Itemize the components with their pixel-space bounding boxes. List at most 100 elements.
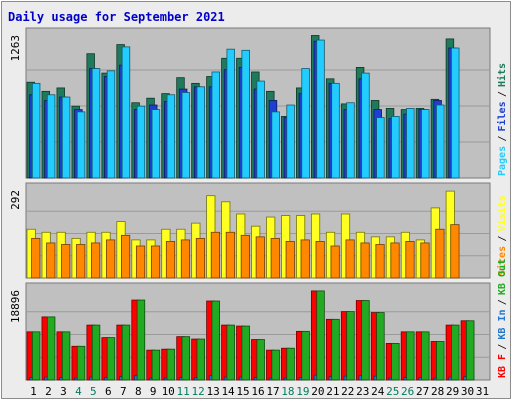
bar-sites-day-5: [91, 242, 101, 279]
bar-sites-day-3: [61, 244, 71, 279]
bar-pages-day-2: [46, 94, 56, 179]
x-tick-label-16: 16: [251, 385, 264, 398]
bar-pages-day-10: [166, 94, 176, 179]
x-tick-label-21: 21: [326, 385, 339, 398]
bar-kb_out-day-8: [136, 299, 146, 381]
bar-kb_out-day-20: [316, 290, 325, 381]
x-tick-label-18: 18: [281, 385, 294, 398]
bar-kb_out-day-4: [76, 345, 86, 381]
bar-sites-day-6: [106, 239, 116, 279]
bar-sites-day-1: [31, 237, 41, 279]
x-tick-label-26: 26: [401, 385, 414, 398]
bar-sites-day-19: [300, 239, 310, 279]
bar-sites-day-27: [420, 242, 430, 279]
bar-pages-day-3: [61, 96, 71, 179]
bar-kb_out-day-17: [271, 349, 280, 381]
bar-sites-day-15: [240, 234, 250, 279]
bar-pages-day-6: [106, 70, 116, 179]
legend-visits: Visits: [496, 195, 508, 231]
bar-sites-day-20: [315, 241, 325, 279]
legend-hits: Hits: [496, 63, 508, 87]
bar-kb_out-day-3: [61, 331, 71, 381]
bar-kb_out-day-2: [46, 316, 56, 381]
bar-pages-day-12: [196, 86, 206, 179]
bar-kb_out-day-26: [406, 331, 415, 381]
bar-pages-day-4: [76, 111, 86, 179]
x-tick-label-20: 20: [311, 385, 324, 398]
x-tick-label-11: 11: [177, 385, 190, 398]
legend-separator: /: [497, 235, 508, 241]
legend-separator: /: [497, 299, 508, 305]
bar-kb_out-day-9: [151, 349, 161, 381]
bar-sites-day-4: [76, 244, 86, 279]
legend-separator: /: [497, 344, 508, 350]
bar-sites-day-12: [195, 237, 206, 279]
bar-pages-day-15: [241, 49, 250, 179]
x-tick-label-5: 5: [90, 385, 97, 398]
bar-kb_out-day-5: [91, 324, 101, 381]
y-max-label: 292: [9, 190, 22, 210]
bar-pages-day-27: [421, 109, 430, 179]
bar-sites-day-14: [225, 231, 235, 279]
bar-sites-day-25: [390, 242, 400, 279]
bar-sites-day-17: [270, 237, 280, 279]
x-tick-label-27: 27: [416, 385, 429, 398]
bar-kb_out-day-23: [361, 300, 370, 381]
x-tick-label-25: 25: [386, 385, 399, 398]
bar-kb_out-day-25: [391, 342, 400, 381]
bar-kb_out-day-1: [31, 331, 41, 381]
x-tick-label-28: 28: [431, 385, 444, 398]
x-tick-label-6: 6: [105, 385, 112, 398]
bar-pages-day-16: [256, 80, 265, 179]
bar-sites-day-28: [435, 228, 445, 279]
legend-kb-f: KB F: [497, 354, 508, 378]
bar-pages-day-20: [316, 39, 325, 179]
bar-pages-day-24: [376, 117, 385, 179]
bar-sites-day-16: [255, 236, 265, 279]
x-tick-label-1: 1: [30, 385, 37, 398]
bar-kb_out-day-15: [241, 325, 250, 381]
bar-kb_out-day-28: [436, 341, 445, 381]
bar-pages-day-21: [331, 82, 340, 179]
legend-pages: Pages: [497, 146, 508, 176]
y-max-label: 1263: [9, 35, 22, 62]
x-tick-label-17: 17: [266, 385, 279, 398]
x-tick-label-12: 12: [192, 385, 205, 398]
bar-kb_out-day-22: [346, 311, 355, 381]
legend-separator: /: [497, 91, 508, 97]
x-tick-label-4: 4: [75, 385, 82, 398]
bar-pages-day-7: [121, 46, 131, 179]
bar-pages-day-1: [31, 82, 41, 179]
bar-sites-day-22: [345, 239, 355, 279]
x-tick-label-14: 14: [221, 385, 235, 398]
bar-pages-day-18: [286, 104, 295, 179]
bar-sites-day-10: [165, 241, 176, 279]
bar-sites-day-24: [375, 244, 385, 279]
bar-sites-day-23: [360, 242, 370, 279]
x-tick-label-8: 8: [135, 385, 142, 398]
bar-kb_out-day-7: [121, 324, 131, 381]
bar-pages-day-19: [301, 68, 310, 179]
bar-pages-day-26: [406, 108, 415, 179]
x-tick-label-24: 24: [371, 385, 385, 398]
bar-kb_out-day-13: [211, 300, 220, 381]
y-max-label: 18896: [9, 290, 22, 323]
x-tick-label-29: 29: [446, 385, 459, 398]
x-tick-label-22: 22: [341, 385, 354, 398]
bar-sites-day-11: [180, 239, 191, 279]
bar-sites-day-9: [150, 245, 161, 279]
x-tick-label-10: 10: [162, 385, 175, 398]
bar-pages-day-9: [151, 109, 161, 179]
bar-kb_out-day-14: [226, 324, 235, 381]
x-tick-label-9: 9: [150, 385, 157, 398]
legend-sites: Sites: [496, 246, 508, 276]
x-tick-label-13: 13: [206, 385, 219, 398]
bar-pages-day-28: [436, 104, 445, 179]
bar-kb_out-day-18: [286, 347, 295, 381]
legend-files: Files: [496, 101, 508, 131]
chart-title: Daily usage for September 2021: [8, 10, 225, 24]
bar-sites-day-2: [46, 242, 56, 279]
bar-sites-day-21: [330, 245, 340, 279]
